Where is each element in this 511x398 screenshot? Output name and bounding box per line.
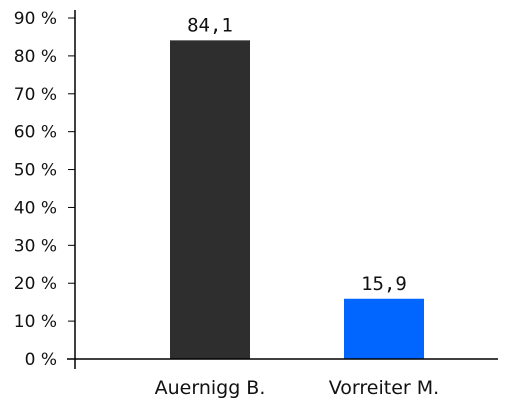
bar-value-label: 84,1 bbox=[187, 14, 233, 36]
x-axis: Auernigg B. Vorreiter M. bbox=[67, 358, 498, 398]
bar bbox=[344, 298, 424, 359]
y-tick-label: 50 % bbox=[14, 161, 57, 181]
x-category-label: Vorreiter M. bbox=[329, 377, 439, 398]
bars: 84,1 15,9 bbox=[170, 14, 424, 360]
y-tick-label: 80 % bbox=[14, 47, 57, 67]
y-axis: 0 % 10 % 20 % 30 % 40 % 50 % 60 % 70 % 80 % 90 % bbox=[14, 9, 76, 370]
y-tick-label: 20 % bbox=[14, 274, 57, 294]
x-category-label: Auernigg B. bbox=[155, 377, 266, 398]
y-tick-label: 60 % bbox=[14, 123, 57, 143]
y-tick-label: 90 % bbox=[14, 9, 57, 29]
bar bbox=[170, 40, 250, 360]
y-tick-label: 0 % bbox=[25, 350, 57, 370]
y-tick-label: 10 % bbox=[14, 312, 57, 332]
y-tick-label: 40 % bbox=[14, 198, 57, 218]
bar-value-label: 15,9 bbox=[361, 273, 407, 295]
y-tick-label: 30 % bbox=[14, 236, 57, 256]
y-tick-label: 70 % bbox=[14, 85, 57, 105]
